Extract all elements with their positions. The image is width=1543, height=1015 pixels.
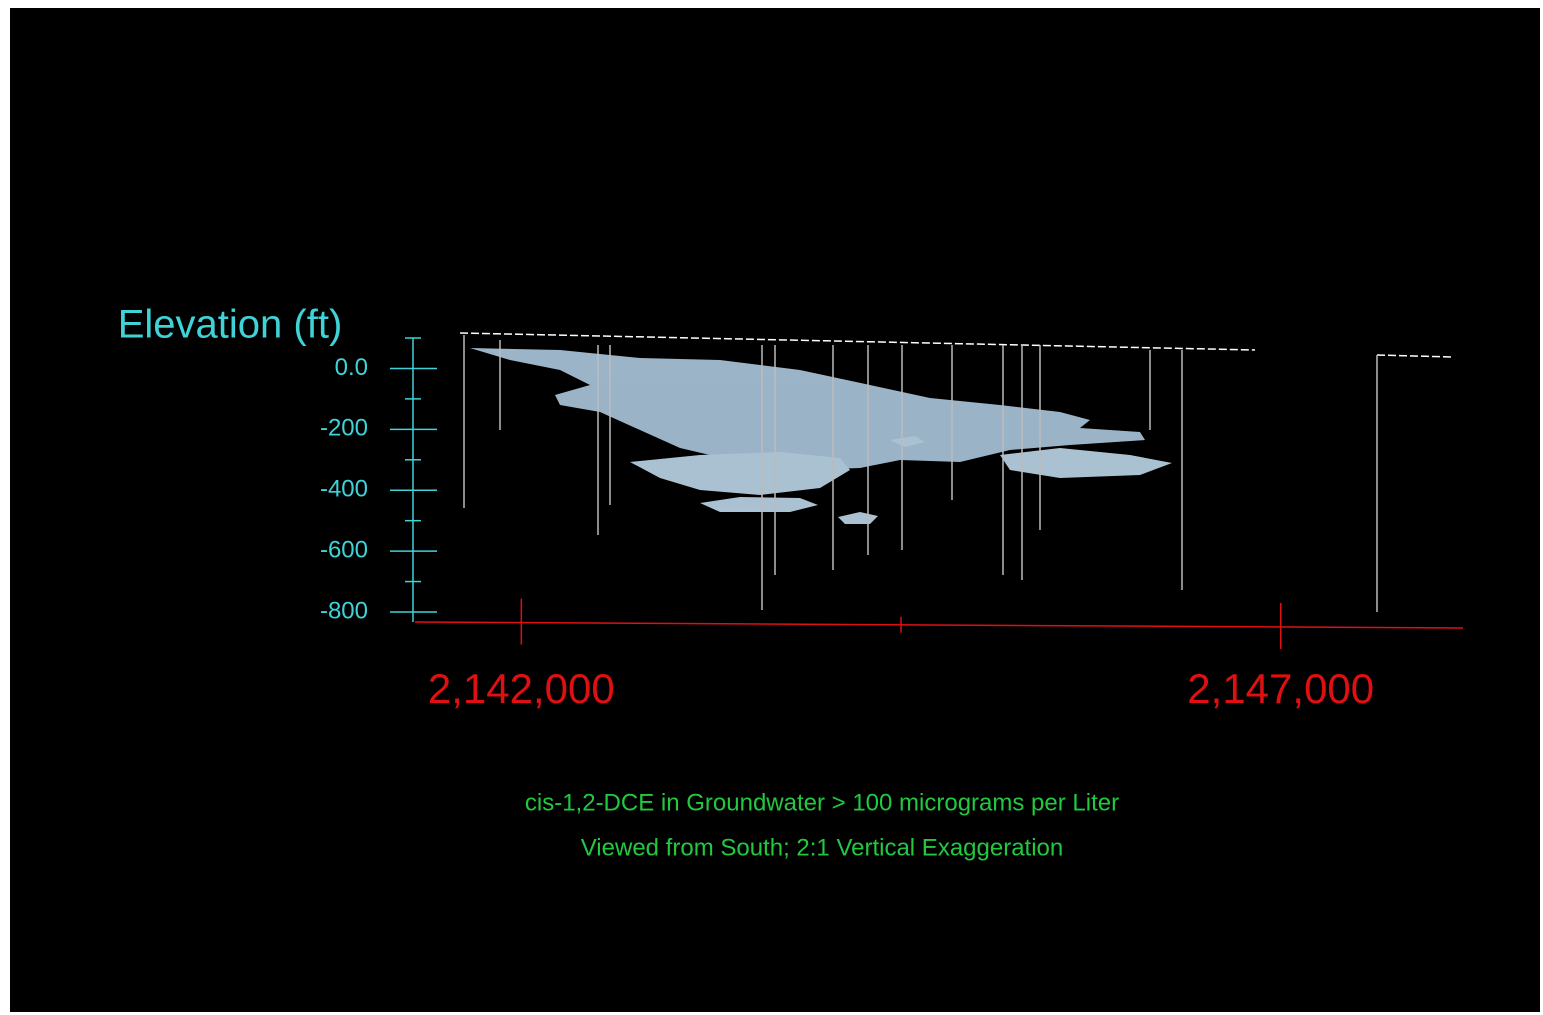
y-tick-label: 0.0 xyxy=(335,354,368,381)
y-tick-label: -600 xyxy=(320,536,368,563)
page: Elevation (ft) cis-1,2-DCE in Groundwate… xyxy=(0,0,1543,1015)
scene: Elevation (ft) cis-1,2-DCE in Groundwate… xyxy=(0,0,1543,1015)
y-tick-label: -400 xyxy=(320,476,368,503)
caption: cis-1,2-DCE in Groundwater > 100 microgr… xyxy=(525,789,1119,816)
x-tick-label: 2,142,000 xyxy=(428,665,615,712)
y-tick-label: -800 xyxy=(320,597,368,624)
x-tick-label: 2,147,000 xyxy=(1187,665,1374,712)
caption: Viewed from South; 2:1 Vertical Exaggera… xyxy=(581,834,1064,861)
y-tick-label: -200 xyxy=(320,415,368,442)
y-axis-label: Elevation (ft) xyxy=(118,303,343,347)
